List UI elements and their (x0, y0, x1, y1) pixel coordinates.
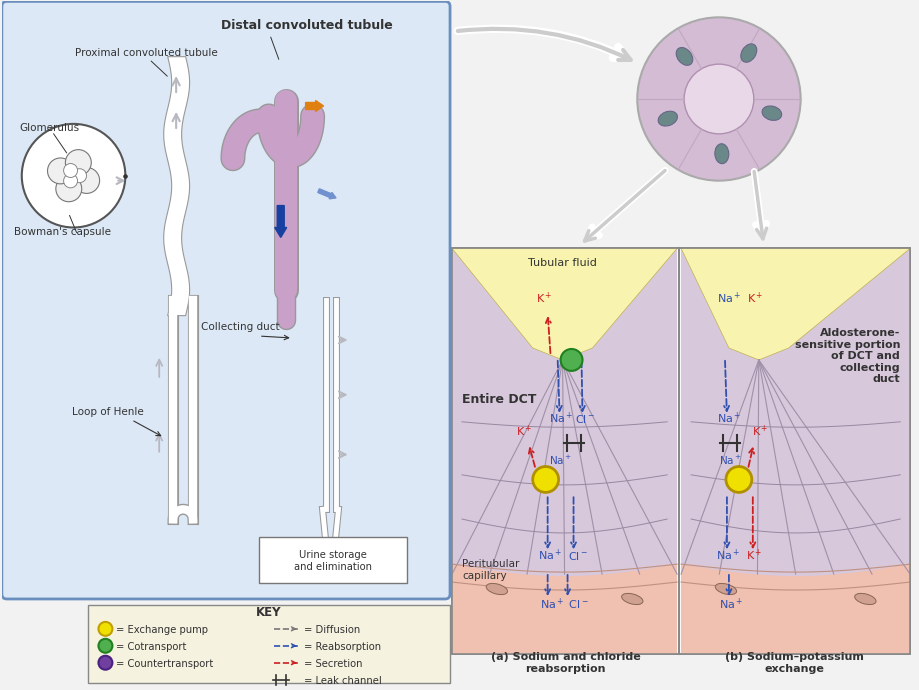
Text: Na$^+$: Na$^+$ (537, 548, 562, 563)
Circle shape (63, 164, 77, 177)
Text: Collecting duct: Collecting duct (201, 322, 279, 332)
Bar (451, 248, 676, 653)
Circle shape (98, 656, 112, 670)
Bar (680, 564, 909, 653)
Text: Na$^+$: Na$^+$ (548, 411, 573, 426)
Text: Cl$^-$: Cl$^-$ (573, 413, 594, 424)
Circle shape (98, 622, 112, 635)
FancyBboxPatch shape (87, 605, 449, 682)
Circle shape (63, 174, 77, 188)
Text: K$^+$: K$^+$ (535, 291, 551, 306)
Bar (451, 564, 676, 653)
Circle shape (560, 349, 582, 371)
FancyArrow shape (275, 206, 287, 237)
Ellipse shape (675, 48, 692, 66)
Ellipse shape (761, 106, 781, 120)
Text: Na$^+$: Na$^+$ (548, 453, 571, 466)
Text: = Countertransport: = Countertransport (117, 659, 213, 669)
Text: Na$^+$: Na$^+$ (718, 597, 743, 612)
Circle shape (637, 17, 800, 181)
Text: = Cotransport: = Cotransport (117, 642, 187, 652)
Circle shape (684, 64, 753, 134)
Polygon shape (451, 248, 676, 360)
Text: Na$^+$ Cl$^-$: Na$^+$ Cl$^-$ (539, 597, 588, 612)
Text: Cl$^-$: Cl$^-$ (567, 550, 587, 562)
Text: Entire DCT: Entire DCT (461, 393, 536, 406)
Ellipse shape (740, 44, 756, 62)
Text: = Exchange pump: = Exchange pump (117, 625, 209, 635)
FancyArrow shape (305, 101, 323, 112)
Text: = Secretion: = Secretion (303, 659, 362, 669)
Text: Proximal convoluted tubule: Proximal convoluted tubule (74, 48, 217, 58)
Ellipse shape (854, 593, 875, 604)
Bar (680, 248, 909, 653)
Text: Glomerulus: Glomerulus (19, 123, 80, 133)
Circle shape (73, 169, 86, 183)
Ellipse shape (714, 584, 736, 595)
Polygon shape (680, 248, 909, 360)
Text: K$^+$: K$^+$ (745, 548, 762, 563)
Text: Loop of Henle: Loop of Henle (72, 406, 143, 417)
Text: Na$^+$: Na$^+$ (715, 548, 740, 563)
Circle shape (98, 639, 112, 653)
Circle shape (74, 168, 99, 193)
Text: = Reabsorption: = Reabsorption (303, 642, 380, 652)
Text: Bowman's capsule: Bowman's capsule (14, 228, 110, 237)
Text: = Diffusion: = Diffusion (303, 625, 359, 635)
FancyBboxPatch shape (258, 538, 407, 583)
Ellipse shape (714, 144, 728, 164)
Circle shape (22, 124, 125, 228)
FancyArrow shape (317, 189, 335, 199)
Text: Distal convoluted tubule: Distal convoluted tubule (221, 19, 392, 32)
Bar (451, 248, 909, 653)
Text: K$^+$: K$^+$ (751, 424, 767, 439)
Text: KEY: KEY (255, 606, 281, 619)
Circle shape (532, 466, 558, 493)
FancyBboxPatch shape (2, 1, 449, 599)
Text: Tubular fluid: Tubular fluid (528, 258, 596, 268)
Circle shape (56, 176, 82, 201)
Ellipse shape (621, 593, 642, 604)
Bar (451, 248, 909, 653)
Text: (a) Sodium and chloride
reabsorption: (a) Sodium and chloride reabsorption (490, 652, 640, 673)
Text: Urine storage
and elimination: Urine storage and elimination (293, 551, 371, 572)
Text: Peritubular
capillary: Peritubular capillary (461, 560, 519, 581)
Text: (b) Sodium–potassium
exchange: (b) Sodium–potassium exchange (724, 652, 863, 673)
Circle shape (65, 150, 91, 175)
Ellipse shape (485, 584, 507, 595)
Text: K$^+$: K$^+$ (516, 424, 532, 439)
Text: Na$^+$: Na$^+$ (718, 453, 741, 466)
Circle shape (48, 158, 74, 184)
Text: Na$^+$: Na$^+$ (716, 291, 741, 306)
Ellipse shape (657, 111, 676, 126)
Text: Na$^+$: Na$^+$ (716, 411, 741, 426)
Circle shape (725, 466, 751, 493)
Text: = Leak channel: = Leak channel (303, 676, 381, 686)
Text: K$^+$: K$^+$ (746, 291, 763, 306)
Text: Aldosterone-
sensitive portion
of DCT and
collecting
duct: Aldosterone- sensitive portion of DCT an… (794, 328, 900, 384)
